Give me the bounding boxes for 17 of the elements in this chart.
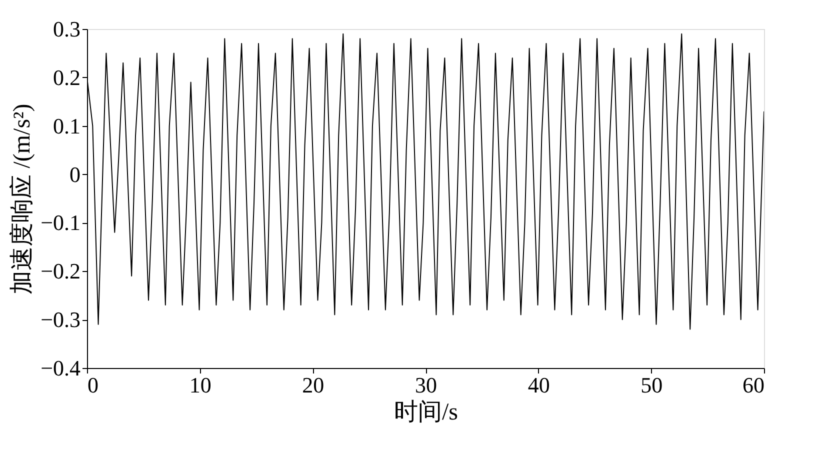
y-axis-title: 加速度响应 /(m/s²) — [8, 104, 36, 294]
x-tick-label: 30 — [415, 372, 437, 398]
y-tick-label: 0.2 — [53, 64, 80, 90]
x-tick-label: 10 — [189, 372, 212, 398]
y-tick-label: 0.3 — [53, 16, 80, 42]
x-tick-label: 20 — [302, 372, 324, 398]
x-tick-label: 50 — [640, 372, 663, 398]
x-tick-label: 0 — [88, 372, 98, 398]
y-tick-label: −0.2 — [40, 258, 80, 284]
y-tick-label: 0 — [70, 162, 80, 187]
x-tick-label: 40 — [528, 372, 550, 398]
x-tick-label: 60 — [742, 372, 764, 398]
y-tick-label: −0.3 — [40, 307, 80, 332]
x-axis-title: 时间/s — [394, 400, 458, 426]
y-tick-label: −0.4 — [40, 356, 80, 380]
y-tick-label: −0.1 — [40, 210, 80, 236]
y-tick-label: 0.1 — [53, 113, 80, 138]
